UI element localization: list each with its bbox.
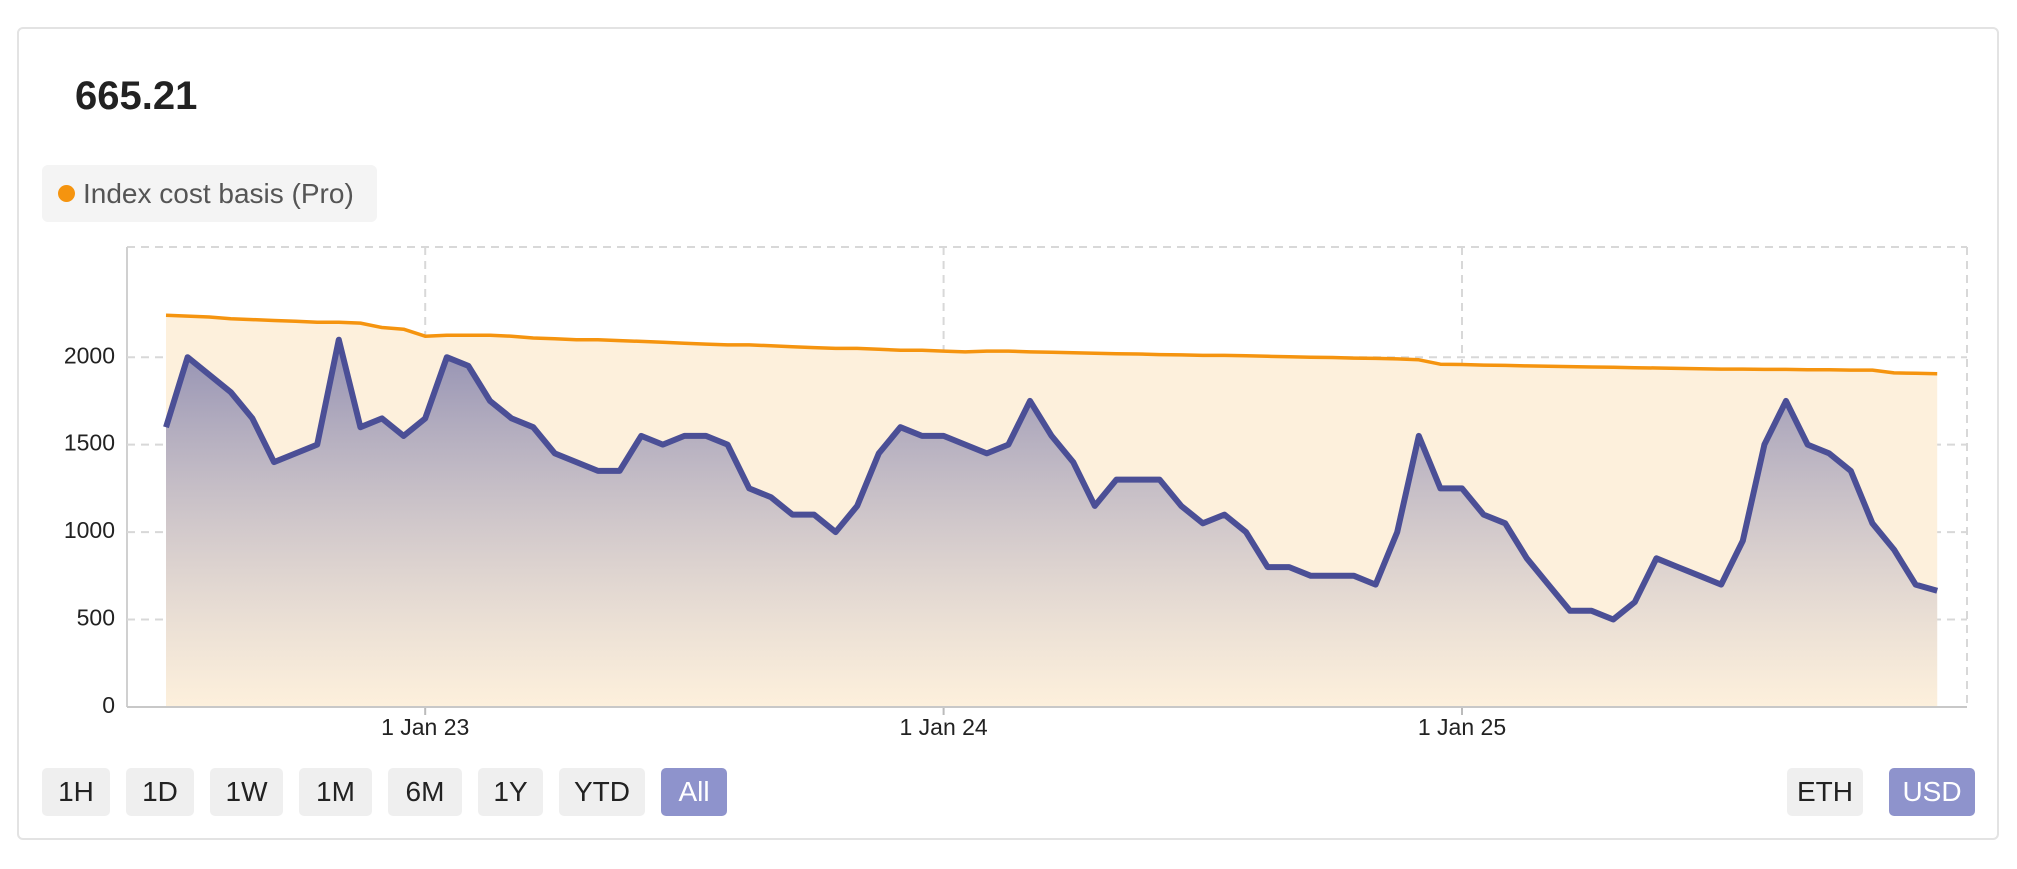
- x-tick-label: 1 Jan 23: [381, 714, 469, 740]
- legend: Index cost basis (Pro): [42, 165, 377, 222]
- legend-label: Index cost basis (Pro): [83, 177, 354, 209]
- legend-marker: [58, 185, 75, 202]
- button[interactable]: USD: [1889, 768, 1975, 816]
- card: [17, 27, 1999, 840]
- y-tick-label: 1500: [64, 430, 115, 456]
- headline: 665.21: [75, 74, 198, 118]
- button[interactable]: YTD: [559, 768, 645, 816]
- x-tick-label: 1 Jan 25: [1418, 714, 1506, 740]
- area: [166, 339, 1938, 707]
- y-tick-label: 1000: [64, 517, 115, 543]
- button[interactable]: 6M: [388, 768, 462, 816]
- button[interactable]: 1W: [210, 768, 283, 816]
- y-tick-label: 2000: [64, 342, 115, 368]
- button[interactable]: 1M: [299, 768, 372, 816]
- line: [163, 336, 1939, 623]
- x-tick-label: 1 Jan 24: [899, 714, 987, 740]
- y-tick-label: 500: [77, 605, 115, 631]
- button[interactable]: 1H: [42, 768, 110, 816]
- button[interactable]: 1D: [126, 768, 194, 816]
- button[interactable]: 1Y: [478, 768, 543, 816]
- y-tick-label: 0: [102, 692, 115, 718]
- button[interactable]: ETH: [1787, 768, 1863, 816]
- button[interactable]: All: [661, 768, 727, 816]
- line: [165, 313, 1938, 376]
